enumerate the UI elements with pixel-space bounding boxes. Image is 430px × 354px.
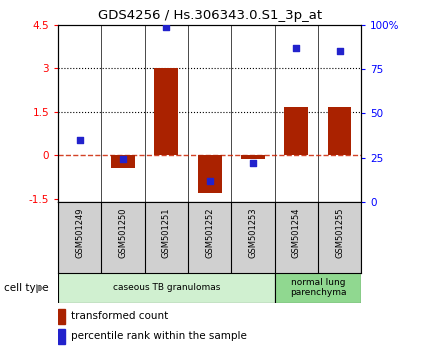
Text: cell type: cell type bbox=[4, 282, 49, 293]
Text: caseous TB granulomas: caseous TB granulomas bbox=[113, 283, 220, 292]
Text: GSM501254: GSM501254 bbox=[292, 207, 301, 258]
Point bbox=[163, 24, 170, 29]
Point bbox=[293, 45, 300, 51]
Bar bbox=[58, 309, 65, 324]
Bar bbox=[58, 273, 275, 303]
Text: GSM501250: GSM501250 bbox=[119, 207, 128, 258]
Text: GSM501253: GSM501253 bbox=[249, 207, 258, 258]
Text: GSM501251: GSM501251 bbox=[162, 207, 171, 258]
Point bbox=[76, 137, 83, 143]
Text: percentile rank within the sample: percentile rank within the sample bbox=[71, 331, 247, 341]
Text: GSM501252: GSM501252 bbox=[205, 207, 214, 258]
Bar bbox=[275, 273, 361, 303]
Bar bbox=[111, 155, 135, 169]
Title: GDS4256 / Hs.306343.0.S1_3p_at: GDS4256 / Hs.306343.0.S1_3p_at bbox=[98, 9, 322, 22]
Text: transformed count: transformed count bbox=[71, 312, 169, 321]
Bar bbox=[328, 108, 351, 155]
Bar bbox=[154, 68, 178, 155]
Bar bbox=[284, 108, 308, 155]
Point bbox=[206, 178, 213, 183]
Text: GSM501249: GSM501249 bbox=[75, 207, 84, 258]
Point bbox=[336, 48, 343, 54]
Bar bbox=[241, 155, 265, 159]
Bar bbox=[58, 329, 65, 344]
Text: normal lung
parenchyma: normal lung parenchyma bbox=[290, 278, 346, 297]
Point bbox=[249, 160, 256, 166]
Point bbox=[120, 156, 126, 162]
Text: ▶: ▶ bbox=[36, 282, 44, 293]
Text: GSM501255: GSM501255 bbox=[335, 207, 344, 258]
Bar bbox=[198, 155, 221, 193]
